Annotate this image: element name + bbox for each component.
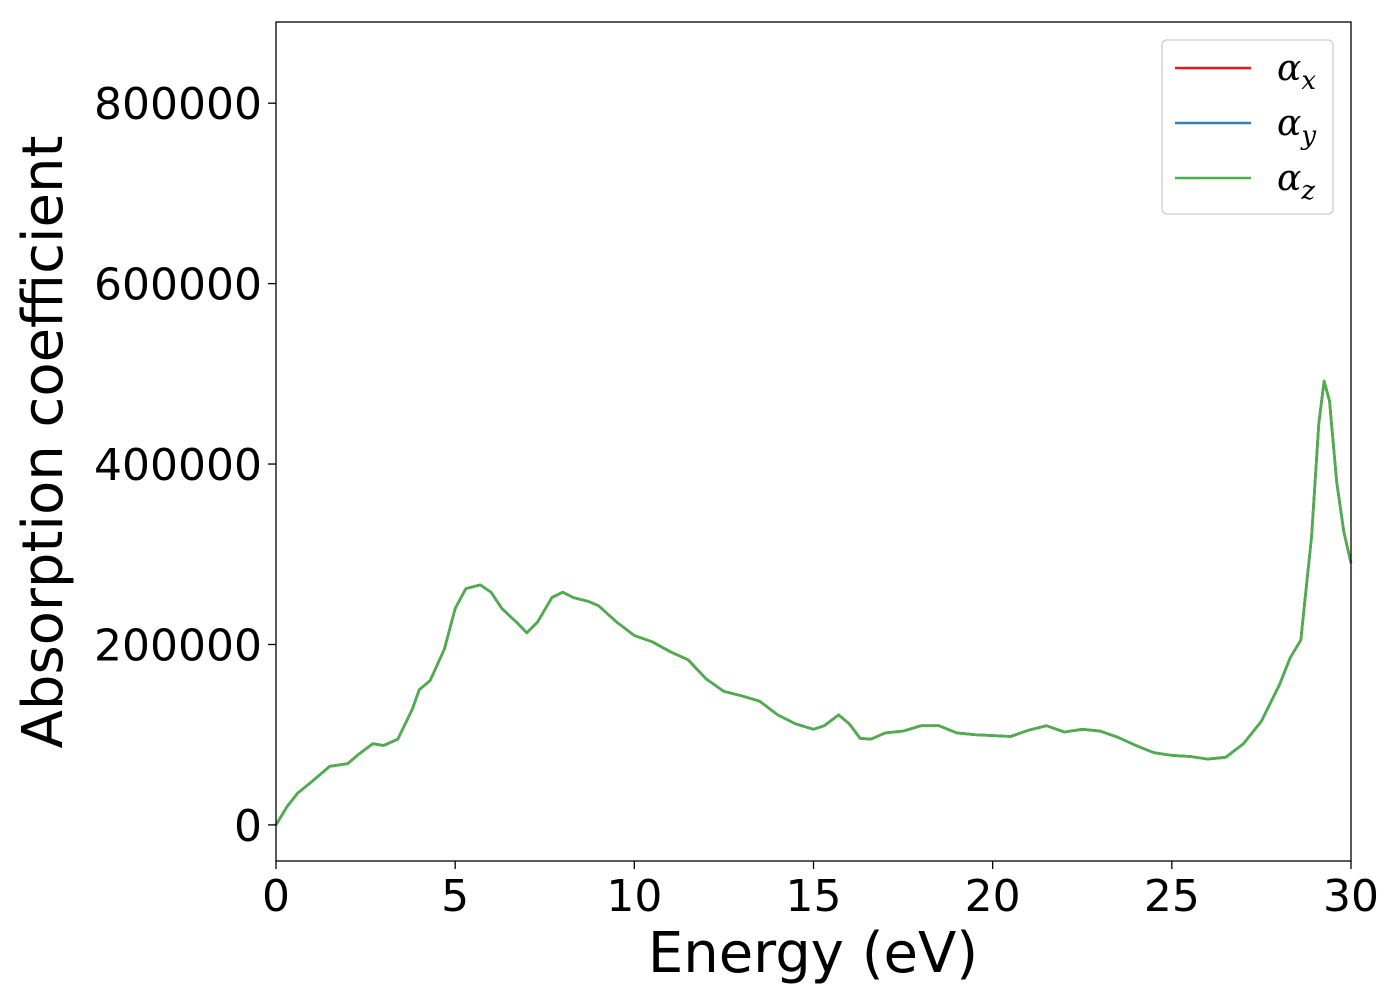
- x-tick-label: 0: [262, 871, 290, 922]
- x-tick-label: 10: [606, 871, 662, 922]
- legend-label: αy: [1277, 103, 1316, 151]
- x-tick-label: 20: [965, 871, 1021, 922]
- legend-subscript: x: [1301, 66, 1316, 96]
- series-line-3: [274, 379, 1353, 826]
- x-tick-label: 30: [1323, 871, 1379, 922]
- y-axis: 0 200000 400000 600000 800000: [94, 79, 276, 852]
- x-tick-label: 15: [786, 871, 842, 922]
- x-tick-label: 5: [441, 871, 469, 922]
- y-tick-label: 600000: [94, 260, 262, 311]
- legend-box: [1161, 39, 1334, 215]
- legend-symbol: α: [1277, 158, 1301, 199]
- x-axis-label: Energy (eV): [648, 921, 978, 986]
- x-axis: 0 5 10 15 20 25 30: [262, 861, 1379, 922]
- legend-label: αx: [1277, 48, 1316, 96]
- legend-label: αz: [1277, 158, 1315, 206]
- legend-symbol: α: [1277, 103, 1301, 144]
- y-tick-label: 800000: [94, 79, 262, 130]
- series-layer: [274, 379, 1353, 826]
- series-line-2: [274, 379, 1353, 826]
- legend-subscript: y: [1300, 121, 1316, 151]
- series-line-1: [274, 379, 1353, 826]
- y-tick-label: 400000: [94, 440, 262, 491]
- y-axis-label: Absorption coefficient: [11, 136, 76, 749]
- x-tick-label: 25: [1144, 871, 1200, 922]
- y-tick-label: 200000: [94, 620, 262, 671]
- legend-subscript: z: [1300, 176, 1315, 206]
- legend-symbol: α: [1277, 48, 1301, 89]
- y-tick-label: 0: [234, 801, 262, 852]
